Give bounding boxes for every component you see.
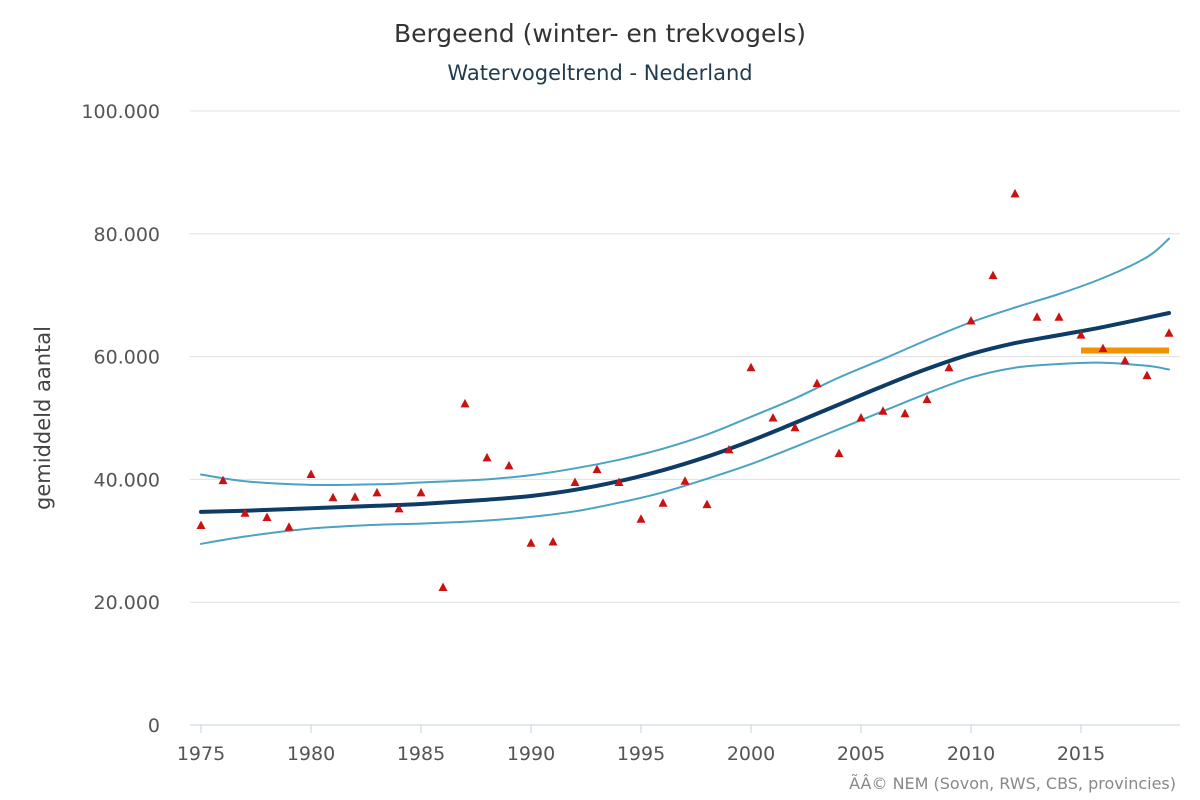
data-point bbox=[614, 477, 624, 486]
data-point bbox=[680, 476, 690, 485]
data-point bbox=[262, 512, 272, 521]
gridlines bbox=[190, 110, 1180, 726]
x-tick-label: 2010 bbox=[947, 743, 995, 765]
data-point bbox=[966, 316, 976, 325]
data-point bbox=[1054, 312, 1064, 321]
y-tick-label: 100.000 bbox=[81, 101, 160, 123]
data-point bbox=[372, 487, 382, 497]
chart-title: Bergeend (winter- en trekvogels) bbox=[394, 19, 806, 48]
y-axis-label: gemiddeld aantal bbox=[31, 326, 55, 510]
data-point bbox=[1142, 370, 1152, 380]
x-tick-label: 2000 bbox=[727, 743, 775, 765]
data-point bbox=[548, 537, 558, 546]
data-point bbox=[944, 362, 954, 372]
data-point bbox=[416, 487, 426, 497]
x-tick-label: 2005 bbox=[837, 743, 885, 765]
y-axis-ticks: 0 20.000 40.000 60.000 80.000 100.000 bbox=[81, 101, 160, 737]
data-point bbox=[834, 448, 844, 458]
series bbox=[199, 237, 1171, 545]
y-tick-label: 60.000 bbox=[94, 347, 160, 369]
trend-line bbox=[199, 311, 1171, 514]
data-point bbox=[988, 270, 998, 280]
y-tick-label: 80.000 bbox=[94, 224, 160, 246]
chart-subtitle: Watervogeltrend - Nederland bbox=[447, 61, 752, 85]
data-point bbox=[592, 464, 602, 474]
data-point bbox=[196, 520, 206, 529]
x-tick-label: 1975 bbox=[177, 743, 225, 765]
data-points bbox=[196, 188, 1174, 591]
data-point bbox=[306, 469, 316, 478]
data-point bbox=[856, 413, 866, 422]
data-point bbox=[460, 398, 470, 408]
data-point bbox=[218, 475, 228, 485]
data-point bbox=[790, 422, 800, 432]
data-point bbox=[438, 582, 448, 591]
data-point bbox=[350, 492, 360, 501]
data-point bbox=[328, 492, 338, 502]
data-point bbox=[878, 406, 888, 415]
data-point bbox=[746, 362, 756, 372]
data-point bbox=[900, 408, 910, 418]
data-point bbox=[724, 444, 734, 454]
x-tick-label: 1980 bbox=[287, 743, 335, 765]
data-point bbox=[240, 508, 250, 517]
data-point bbox=[1098, 343, 1108, 353]
y-tick-label: 40.000 bbox=[94, 469, 160, 491]
y-tick-label: 0 bbox=[148, 715, 160, 737]
data-point bbox=[768, 413, 778, 422]
confidence-lower-line bbox=[200, 361, 1170, 545]
x-tick-label: 1995 bbox=[617, 743, 665, 765]
data-point bbox=[1164, 328, 1174, 337]
x-tick-label: 1985 bbox=[397, 743, 445, 765]
data-point bbox=[812, 378, 822, 388]
x-tick-label: 1990 bbox=[507, 743, 555, 765]
data-point bbox=[702, 499, 712, 509]
x-tick-label: 2015 bbox=[1057, 743, 1105, 765]
data-point bbox=[526, 538, 536, 547]
data-point bbox=[922, 394, 932, 404]
data-point bbox=[1076, 330, 1086, 339]
confidence-upper-line bbox=[200, 237, 1170, 487]
data-point bbox=[658, 498, 668, 507]
x-axis-ticks: 1975 1980 1985 1990 1995 2000 2005 2010 2015 bbox=[177, 725, 1105, 765]
data-point bbox=[504, 460, 514, 470]
data-point bbox=[394, 503, 404, 513]
data-point bbox=[570, 477, 580, 486]
data-point bbox=[1120, 355, 1130, 365]
data-point bbox=[284, 522, 294, 531]
data-point bbox=[482, 452, 492, 462]
y-tick-label: 20.000 bbox=[94, 592, 160, 614]
data-point bbox=[1032, 312, 1042, 321]
data-point bbox=[636, 514, 646, 523]
data-point bbox=[1010, 188, 1020, 198]
credit-text: ÃÂ© NEM (Sovon, RWS, CBS, provincies) bbox=[849, 774, 1176, 793]
